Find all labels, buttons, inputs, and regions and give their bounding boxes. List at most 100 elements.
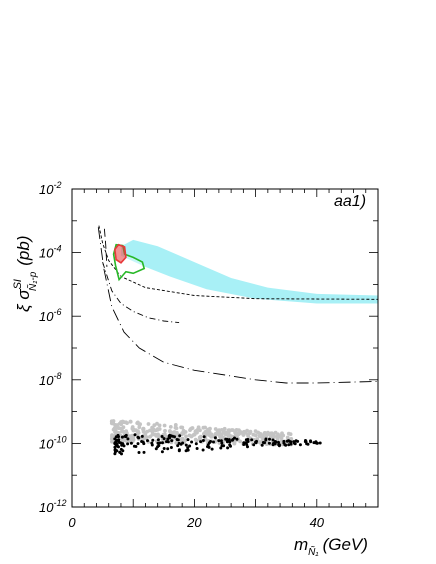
black-point	[124, 433, 128, 437]
grey-point	[190, 426, 194, 431]
black-point	[246, 445, 249, 449]
grey-point	[289, 437, 294, 441]
black-point	[227, 438, 231, 442]
grey-point	[241, 433, 246, 437]
black-point	[287, 443, 291, 447]
cyan-band-layer	[121, 239, 378, 304]
grey-point	[184, 434, 188, 439]
black-point	[126, 442, 130, 446]
black-point	[217, 439, 221, 443]
limit-curve-dashed	[98, 225, 379, 300]
grey-point	[275, 434, 280, 439]
black-point	[202, 435, 206, 439]
black-point	[173, 435, 176, 439]
black-point	[137, 436, 141, 440]
black-point	[226, 446, 230, 450]
grey-point	[257, 433, 262, 438]
black-point	[267, 441, 271, 445]
grey-point	[278, 435, 283, 439]
panel-label: aa1)	[334, 193, 366, 210]
y-tick-power: -2	[53, 180, 61, 190]
grey-point	[136, 429, 140, 434]
y-tick-label: 10-4	[39, 244, 61, 261]
black-point	[235, 437, 239, 441]
black-point	[156, 441, 160, 445]
black-point	[261, 441, 265, 444]
grey-point	[170, 430, 175, 435]
grey-point	[131, 428, 136, 433]
black-point	[119, 447, 123, 451]
black-point	[162, 447, 166, 450]
black-point	[219, 439, 223, 443]
black-point	[210, 447, 214, 451]
x-tick-label: 40	[310, 515, 325, 530]
black-point	[150, 443, 154, 447]
black-point	[271, 443, 275, 447]
black-point	[315, 441, 319, 445]
grey-point	[162, 423, 167, 428]
y-axis-title-sup: SI	[12, 279, 24, 289]
grey-point	[155, 421, 159, 426]
black-point	[117, 435, 120, 439]
grey-point	[141, 427, 146, 431]
black-point	[282, 439, 286, 443]
scan-points-layer	[109, 419, 322, 456]
black-point	[199, 440, 203, 444]
black-point	[268, 437, 271, 441]
grey-point	[238, 439, 243, 444]
grey-point	[252, 437, 256, 442]
y-axis-title-unit: (pb)	[14, 236, 33, 266]
grey-point	[122, 437, 126, 442]
x-tick-label: 20	[186, 515, 202, 530]
black-point	[166, 440, 170, 444]
black-point	[318, 441, 322, 445]
grey-point	[232, 440, 237, 445]
grey-point	[146, 422, 151, 426]
grey-point	[150, 428, 155, 432]
grey-point	[270, 431, 274, 436]
black-point	[122, 444, 126, 448]
grey-point	[174, 441, 179, 445]
black-point	[219, 446, 223, 450]
black-point	[312, 441, 316, 445]
black-point	[160, 435, 164, 438]
black-point	[231, 438, 235, 441]
black-point	[206, 443, 210, 447]
black-point	[157, 444, 161, 448]
black-point	[120, 435, 124, 439]
y-tick-power: -10	[53, 434, 66, 444]
black-point	[289, 442, 293, 446]
grey-point	[113, 423, 118, 428]
grey-point	[183, 430, 188, 434]
black-point	[169, 446, 173, 449]
grey-point	[226, 431, 231, 436]
y-tick-power: -6	[53, 307, 61, 317]
black-point	[201, 448, 205, 452]
x-axis-title-main: m	[294, 535, 308, 554]
y-axis-title: ξ σSI Ñ₁-p (pb)	[12, 236, 39, 313]
black-point	[117, 438, 121, 442]
y-tick-power: -8	[53, 371, 61, 381]
black-point	[118, 450, 122, 454]
black-point	[146, 439, 149, 443]
grey-point	[136, 420, 140, 425]
grey-point	[148, 428, 152, 433]
black-point	[160, 450, 164, 454]
grey-point	[194, 430, 199, 435]
black-point	[140, 434, 144, 438]
grey-point	[121, 420, 125, 425]
x-tick-labels: 0 20 40	[68, 515, 324, 530]
grey-point	[251, 432, 256, 437]
black-point	[294, 439, 298, 443]
x-axis-title-unit: (GeV)	[323, 535, 368, 554]
red-region	[113, 243, 127, 264]
black-point	[186, 438, 190, 442]
y-axis-title-prefix: ξ σ	[14, 289, 33, 312]
grey-point	[110, 435, 114, 439]
black-point	[273, 440, 277, 443]
black-point	[293, 442, 297, 446]
black-point	[177, 448, 181, 452]
grey-point	[143, 432, 148, 437]
black-point	[156, 438, 160, 442]
